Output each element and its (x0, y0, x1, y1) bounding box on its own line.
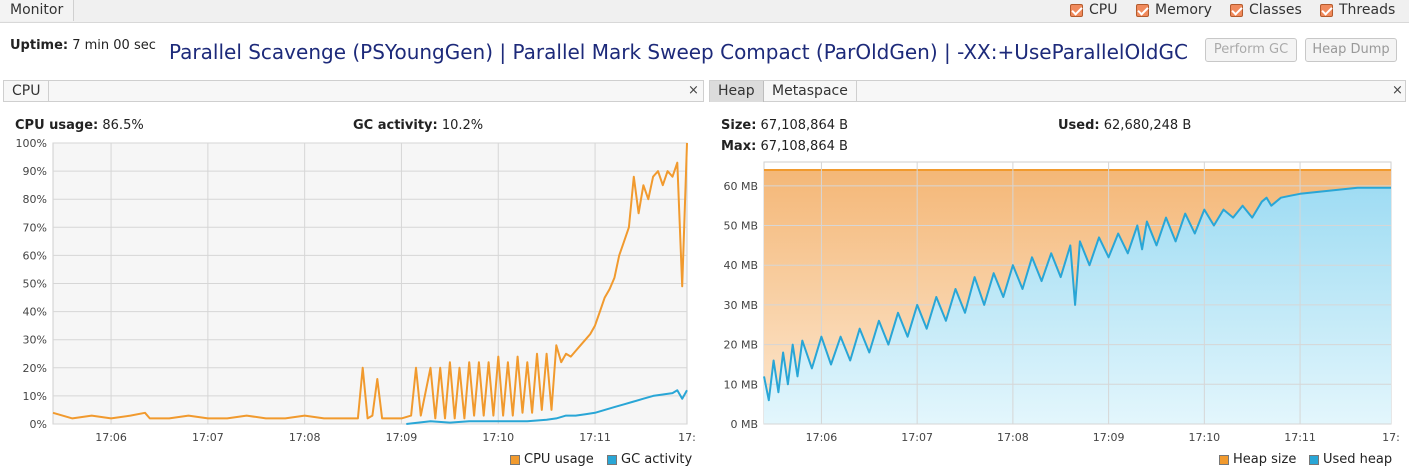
classes-checkbox-label: Classes (1249, 2, 1302, 18)
uptime-label: Uptime: (10, 38, 69, 53)
threads-checkbox[interactable]: Threads (1320, 1, 1395, 19)
x-tick-label: 17:08 (997, 431, 1029, 444)
legend-cpu-usage-label: CPU usage (524, 452, 594, 467)
x-tick-label: 17:09 (1093, 431, 1125, 444)
checkbox-checked-icon (1320, 3, 1333, 17)
cpu-usage-label: CPU usage: (15, 118, 99, 133)
gc-activity-label: GC activity: (353, 118, 438, 133)
memory-checkbox-label: Memory (1155, 2, 1212, 18)
y-tick-label: 70% (23, 221, 47, 234)
memory-checkbox[interactable]: Memory (1136, 1, 1212, 19)
cpu-panel-header (3, 80, 704, 102)
perform-gc-button[interactable]: Perform GC (1205, 38, 1297, 62)
x-tick-label: 17:08 (289, 431, 321, 444)
gc-activity-swatch-icon (607, 454, 617, 465)
series-line-cpu-usage (52, 142, 688, 420)
legend-gc-activity: GC activity (607, 452, 692, 467)
y-tick-label: 20% (23, 362, 47, 375)
legend-used-heap-label: Used heap (1323, 452, 1393, 467)
x-tick-label: 17: (1382, 431, 1400, 444)
x-tick-label: 17:10 (1188, 431, 1220, 444)
y-tick-label: 0 MB (730, 418, 758, 431)
y-tick-label: 0% (30, 418, 47, 431)
gc-info-title: Parallel Scavenge (PSYoungGen) | Paralle… (169, 40, 1188, 64)
x-tick-label: 17:06 (806, 431, 838, 444)
heap-used-value: 62,680,248 B (1103, 118, 1192, 133)
cpu-usage-stat: CPU usage: 86.5% (15, 118, 144, 133)
tab-metaspace[interactable]: Metaspace (764, 81, 857, 102)
y-tick-label: 40% (23, 306, 47, 319)
legend-cpu-usage: CPU usage (510, 452, 594, 467)
y-tick-label: 10 MB (723, 378, 758, 391)
x-tick-label: 17:11 (1284, 431, 1316, 444)
cpu-checkbox-label: CPU (1089, 2, 1118, 18)
y-tick-label: 90% (23, 165, 47, 178)
checkbox-checked-icon (1136, 3, 1149, 17)
heap-panel-header (709, 80, 1406, 102)
y-tick-label: 50% (23, 278, 47, 291)
x-tick-label: 17:07 (901, 431, 933, 444)
tab-heap[interactable]: Heap (710, 81, 764, 102)
heap-max-value: 67,108,864 B (760, 139, 848, 154)
used-heap-area (764, 187, 1391, 424)
heap-size-stat: Size: 67,108,864 B (721, 118, 848, 133)
heap-dump-button[interactable]: Heap Dump (1305, 38, 1397, 62)
series-line-gc-activity (406, 389, 688, 425)
x-tick-label: 17: (678, 431, 696, 444)
heap-size-area (764, 169, 1391, 424)
gc-activity-value: 10.2% (441, 118, 484, 133)
y-tick-label: 100% (16, 137, 47, 150)
classes-checkbox[interactable]: Classes (1230, 1, 1302, 19)
heap-close-icon[interactable]: × (1392, 83, 1403, 98)
y-tick-label: 20 MB (723, 339, 758, 352)
threads-checkbox-label: Threads (1339, 2, 1396, 18)
heap-max-stat: Max: 67,108,864 B (721, 139, 848, 154)
used-heap-swatch-icon (1309, 454, 1319, 465)
plot-area (763, 161, 1392, 425)
cpu-usage-value: 86.5% (102, 118, 144, 133)
cpu-close-icon[interactable]: × (688, 83, 699, 98)
checkbox-checked-icon (1230, 3, 1243, 17)
legend-heap-size: Heap size (1219, 452, 1296, 467)
legend-heap-size-label: Heap size (1233, 452, 1297, 467)
cpu-checkbox[interactable]: CPU (1070, 1, 1117, 19)
monitor-toolbar (0, 0, 1409, 23)
heap-max-label: Max: (721, 139, 757, 154)
plot-area (52, 142, 688, 425)
heap-used-stat: Used: 62,680,248 B (1058, 118, 1191, 133)
x-tick-label: 17:11 (579, 431, 611, 444)
x-tick-label: 17:06 (95, 431, 127, 444)
y-tick-label: 30 MB (723, 299, 758, 312)
legend-used-heap: Used heap (1309, 452, 1392, 467)
y-tick-label: 40 MB (723, 259, 758, 272)
legend-gc-activity-label: GC activity (621, 452, 693, 467)
checkbox-checked-icon (1070, 3, 1083, 17)
y-tick-label: 80% (23, 193, 47, 206)
y-tick-label: 60 MB (723, 180, 758, 193)
heap-used-label: Used: (1058, 118, 1100, 133)
uptime-value: 7 min 00 sec (72, 38, 156, 53)
heap-size-value: 67,108,864 B (760, 118, 849, 133)
y-tick-label: 60% (23, 249, 47, 262)
gc-activity-stat: GC activity: 10.2% (353, 118, 483, 133)
x-tick-label: 17:09 (386, 431, 418, 444)
y-tick-label: 10% (23, 390, 47, 403)
y-tick-label: 50 MB (723, 220, 758, 233)
x-tick-label: 17:10 (482, 431, 514, 444)
y-tick-label: 30% (23, 334, 47, 347)
x-tick-label: 17:07 (192, 431, 224, 444)
uptime-stat: Uptime: 7 min 00 sec (10, 38, 156, 53)
heap-size-label: Size: (721, 118, 757, 133)
tab-cpu[interactable]: CPU (4, 81, 50, 102)
series-line-used-heap (763, 186, 1391, 402)
cpu-usage-swatch-icon (510, 454, 520, 465)
heap-size-swatch-icon (1219, 454, 1229, 465)
monitor-tab[interactable]: Monitor (0, 0, 75, 21)
